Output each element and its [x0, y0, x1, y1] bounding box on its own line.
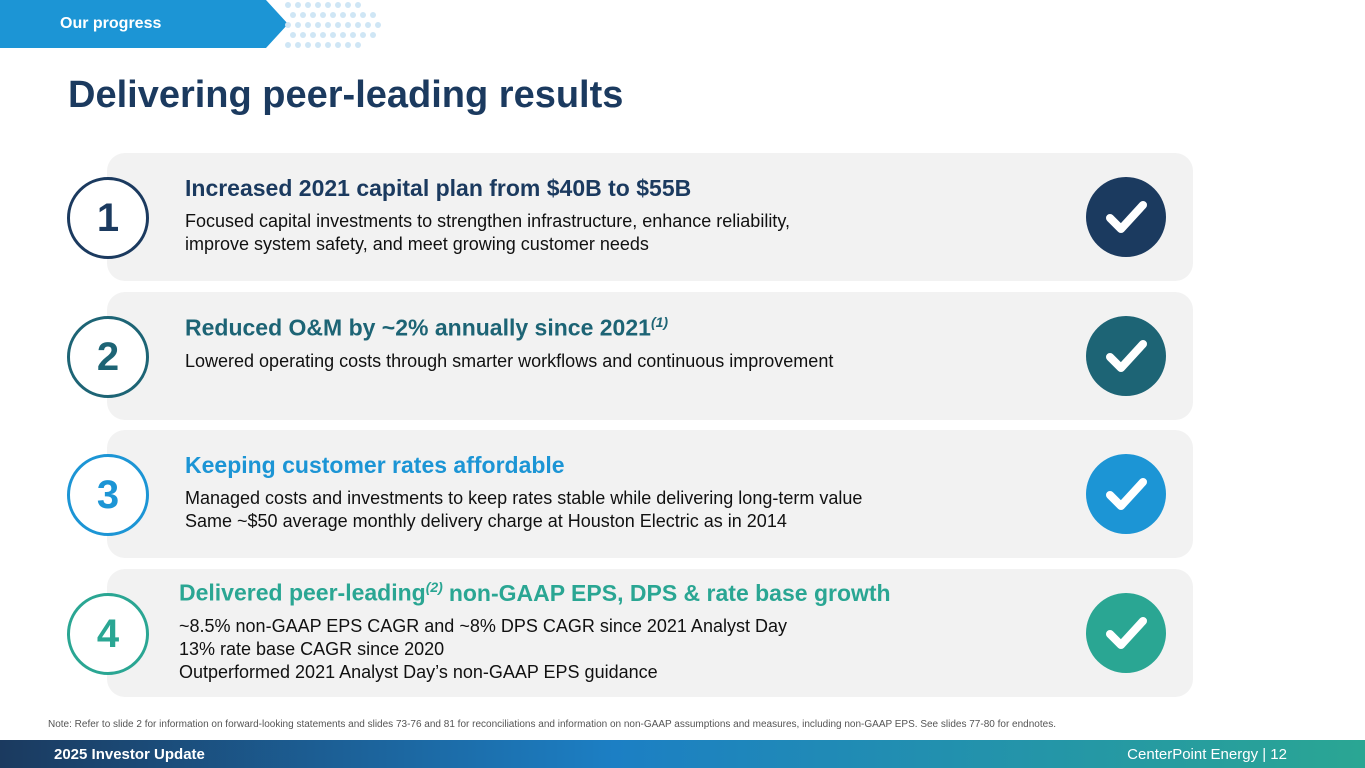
heading-note: (1)	[650, 314, 669, 330]
dot	[340, 12, 346, 18]
dot	[325, 22, 331, 28]
dot	[345, 2, 351, 8]
item-line: Lowered operating costs through smarter …	[185, 350, 834, 371]
item-heading: Keeping customer rates affordable	[185, 452, 862, 479]
dot	[300, 12, 306, 18]
dot	[315, 42, 321, 48]
dot	[300, 32, 306, 38]
dot	[375, 22, 381, 28]
footer-left: 2025 Investor Update	[54, 746, 205, 763]
card: 3 Keeping customer rates affordable Manage…	[67, 430, 1193, 558]
dot	[305, 22, 311, 28]
dot	[370, 12, 376, 18]
dot	[335, 2, 341, 8]
check-icon	[1086, 177, 1166, 257]
dot	[325, 42, 331, 48]
item-heading: Delivered peer-leading(2) non-GAAP EPS, D…	[179, 579, 891, 607]
footer-bar: 2025 Investor Update CenterPoint Energy …	[0, 740, 1365, 768]
item-heading: Increased 2021 capital plan from $40B to…	[185, 175, 790, 202]
dot	[335, 22, 341, 28]
item-line: Focused capital investments to strengthe…	[185, 211, 790, 231]
dot	[315, 22, 321, 28]
dot	[325, 2, 331, 8]
footnote: Note: Refer to slide 2 for information o…	[48, 719, 1056, 730]
item-line: 13% rate base CAGR since 2020	[179, 638, 445, 659]
dot	[355, 2, 361, 8]
check-icon	[1086, 593, 1166, 673]
item-number: 4	[67, 593, 149, 675]
footer-right: CenterPoint Energy | 12	[1127, 746, 1287, 763]
dot	[285, 22, 291, 28]
dot	[315, 2, 321, 8]
item-number: 1	[67, 177, 149, 259]
check-mark	[1106, 478, 1147, 510]
dot	[295, 2, 301, 8]
dot	[320, 32, 326, 38]
dot	[350, 12, 356, 18]
check-mark	[1106, 617, 1147, 649]
dot	[365, 22, 371, 28]
check-icon	[1086, 316, 1166, 396]
dot	[295, 42, 301, 48]
item-text: Delivered peer-leading(2) non-GAAP EPS, D…	[179, 579, 891, 684]
heading-text: Delivered peer-leading	[179, 579, 426, 606]
tag-shape	[0, 0, 288, 48]
item-line: Managed costs and investments to keep ra…	[185, 488, 863, 508]
dot	[355, 42, 361, 48]
heading-rest: non-GAAP EPS, DPS & rate base growth	[448, 579, 891, 606]
dot	[340, 32, 346, 38]
dot	[350, 32, 356, 38]
check-stroke	[1106, 478, 1147, 510]
heading-note: (2)	[425, 579, 443, 595]
card: 1 Increased 2021 capital plan from $40B t…	[67, 153, 1193, 281]
dot	[345, 22, 351, 28]
item-text: Keeping customer rates affordable Managed…	[185, 452, 862, 533]
dot	[320, 12, 326, 18]
heading-text: Reduced O&M by ~2% annually since 2021	[185, 314, 651, 341]
check-stroke	[1106, 201, 1147, 233]
dot	[310, 12, 316, 18]
item-line: ~8.5% non-GAAP EPS CAGR and ~8% DPS CAGR…	[179, 615, 787, 636]
slide-title: Delivering peer-leading results	[68, 74, 624, 116]
dot	[330, 32, 336, 38]
dot	[310, 32, 316, 38]
card: 2 Reduced O&M by ~2% annually since 2021(…	[67, 292, 1193, 420]
dots-decoration	[285, 2, 381, 48]
dot	[290, 32, 296, 38]
dot	[330, 12, 336, 18]
item-text: Increased 2021 capital plan from $40B to…	[185, 175, 790, 256]
check-icon	[1086, 454, 1166, 534]
dot	[360, 32, 366, 38]
dot	[295, 22, 301, 28]
check-stroke	[1106, 617, 1147, 649]
item-line: Same ~$50 average monthly delivery charg…	[185, 511, 787, 531]
item-heading: Reduced O&M by ~2% annually since 2021(1…	[185, 314, 833, 342]
dot	[305, 42, 311, 48]
heading-text: Keeping customer rates affordable	[185, 452, 565, 478]
card: 4 Delivered peer-leading(2) non-GAAP EPS, …	[67, 569, 1193, 697]
check-mark	[1106, 340, 1147, 372]
dot	[360, 12, 366, 18]
item-text: Reduced O&M by ~2% annually since 2021(1…	[185, 314, 833, 373]
dot	[285, 2, 291, 8]
dot	[290, 12, 296, 18]
item-number: 3	[67, 454, 149, 536]
item-line: Outperformed 2021 Analyst Day’s non-GAAP…	[179, 661, 658, 682]
item-number: 2	[67, 316, 149, 398]
tag-banner	[0, 0, 288, 48]
dot	[345, 42, 351, 48]
dot	[285, 42, 291, 48]
dot	[355, 22, 361, 28]
check-stroke	[1106, 340, 1147, 372]
check-mark	[1106, 201, 1147, 233]
dot	[305, 2, 311, 8]
dot	[335, 42, 341, 48]
heading-text: Increased 2021 capital plan from $40B to…	[185, 175, 692, 201]
item-line: improve system safety, and meet growing …	[185, 234, 649, 254]
dot	[370, 32, 376, 38]
tag-text: Our progress	[60, 15, 162, 32]
